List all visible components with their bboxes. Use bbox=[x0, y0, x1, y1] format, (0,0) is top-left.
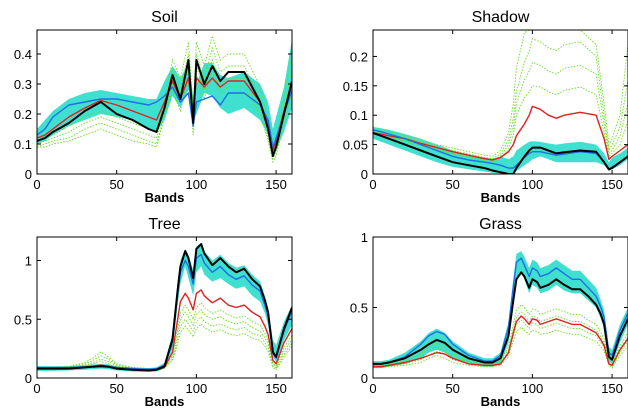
x-tick-label: 0 bbox=[33, 177, 40, 192]
x-tick-label: 100 bbox=[522, 381, 544, 396]
series-line-0 bbox=[373, 131, 628, 174]
chart-panel-2: 0 50 100 150 0 0.5 1 Tree Bands bbox=[14, 216, 293, 409]
axes-frame bbox=[372, 29, 628, 175]
y-tick-label: 0.3 bbox=[14, 77, 32, 92]
green-dotted-line-3 bbox=[37, 67, 292, 164]
chart-title: Grass bbox=[479, 216, 522, 233]
x-tick-label: 150 bbox=[265, 381, 287, 396]
y-tick-label: 1 bbox=[361, 230, 368, 245]
x-axis-label: Bands bbox=[481, 190, 521, 205]
series-line-2 bbox=[37, 86, 292, 148]
x-tick-label: 50 bbox=[109, 177, 123, 192]
x-tick-label: 100 bbox=[522, 177, 544, 192]
y-tick-label: 0.15 bbox=[343, 79, 368, 94]
green-dotted-line-2 bbox=[373, 61, 628, 161]
chart-title: Shadow bbox=[472, 9, 530, 26]
series-line-0 bbox=[37, 243, 292, 372]
y-tick-label: 0.05 bbox=[343, 138, 368, 153]
chart-title: Tree bbox=[148, 216, 180, 233]
y-tick-label: 0.2 bbox=[350, 49, 368, 64]
x-tick-label: 50 bbox=[109, 381, 123, 396]
y-tick-label: 0.4 bbox=[14, 47, 32, 62]
x-tick-label: 150 bbox=[265, 177, 287, 192]
y-tick-label: 0.5 bbox=[14, 312, 32, 327]
plot-area bbox=[373, 251, 628, 369]
x-tick-label: 50 bbox=[445, 177, 459, 192]
chart-panel-3: 0 50 100 150 0 0.5 1 Grass Bands bbox=[350, 216, 628, 409]
x-tick-label: 0 bbox=[33, 381, 40, 396]
series-line-1 bbox=[373, 315, 628, 368]
y-tick-label: 0.2 bbox=[14, 107, 32, 122]
green-dotted-line-0 bbox=[373, 304, 628, 366]
y-tick-label: 0.1 bbox=[350, 108, 368, 123]
axes-frame bbox=[36, 29, 293, 175]
green-dotted-line-2 bbox=[37, 316, 292, 371]
uncertainty-band bbox=[373, 251, 628, 369]
x-axis-label: Bands bbox=[145, 394, 185, 409]
y-tick-label: 0 bbox=[361, 167, 368, 182]
series-line-1 bbox=[37, 289, 292, 372]
chart-panel-1: 0 50 100 150 0 0.05 0.1 0.15 0.2 Shadow Bands bbox=[343, 9, 628, 205]
y-tick-label: 1 bbox=[25, 254, 32, 269]
green-dotted-line-2 bbox=[373, 319, 628, 368]
x-tick-label: 150 bbox=[601, 177, 623, 192]
x-axis-label: Bands bbox=[481, 394, 521, 409]
y-tick-label: 0 bbox=[25, 167, 32, 182]
x-tick-label: 0 bbox=[369, 381, 376, 396]
x-tick-label: 100 bbox=[186, 381, 208, 396]
series-line-0 bbox=[37, 59, 292, 157]
x-tick-label: 100 bbox=[186, 177, 208, 192]
x-tick-label: 0 bbox=[369, 177, 376, 192]
y-tick-label: 0.5 bbox=[350, 301, 368, 316]
plot-area bbox=[37, 34, 292, 164]
y-tick-label: 0 bbox=[361, 371, 368, 386]
chart-panel-0: 0 50 100 150 0 0.1 0.2 0.3 0.4 Soil Bands bbox=[14, 9, 293, 205]
axes-frame bbox=[36, 236, 293, 379]
green-dotted-line-0 bbox=[373, 30, 628, 157]
series-line-1 bbox=[373, 105, 628, 161]
series-line-0 bbox=[373, 271, 628, 365]
plot-area bbox=[373, 30, 628, 174]
chart-title: Soil bbox=[151, 9, 178, 26]
green-dotted-line-1 bbox=[373, 311, 628, 367]
x-axis-label: Bands bbox=[145, 190, 185, 205]
x-tick-label: 150 bbox=[601, 381, 623, 396]
green-dotted-line-3 bbox=[373, 326, 628, 369]
uncertainty-band bbox=[37, 242, 292, 373]
y-tick-label: 0.1 bbox=[14, 137, 32, 152]
x-tick-label: 50 bbox=[445, 381, 459, 396]
series-line-2 bbox=[37, 253, 292, 370]
series-line-2 bbox=[373, 257, 628, 365]
green-dotted-line-3 bbox=[37, 323, 292, 371]
plot-area bbox=[37, 242, 292, 373]
green-dotted-line-1 bbox=[37, 309, 292, 370]
y-tick-label: 0 bbox=[25, 371, 32, 386]
green-dotted-line-0 bbox=[37, 302, 292, 370]
green-dotted-line-1 bbox=[373, 38, 628, 160]
